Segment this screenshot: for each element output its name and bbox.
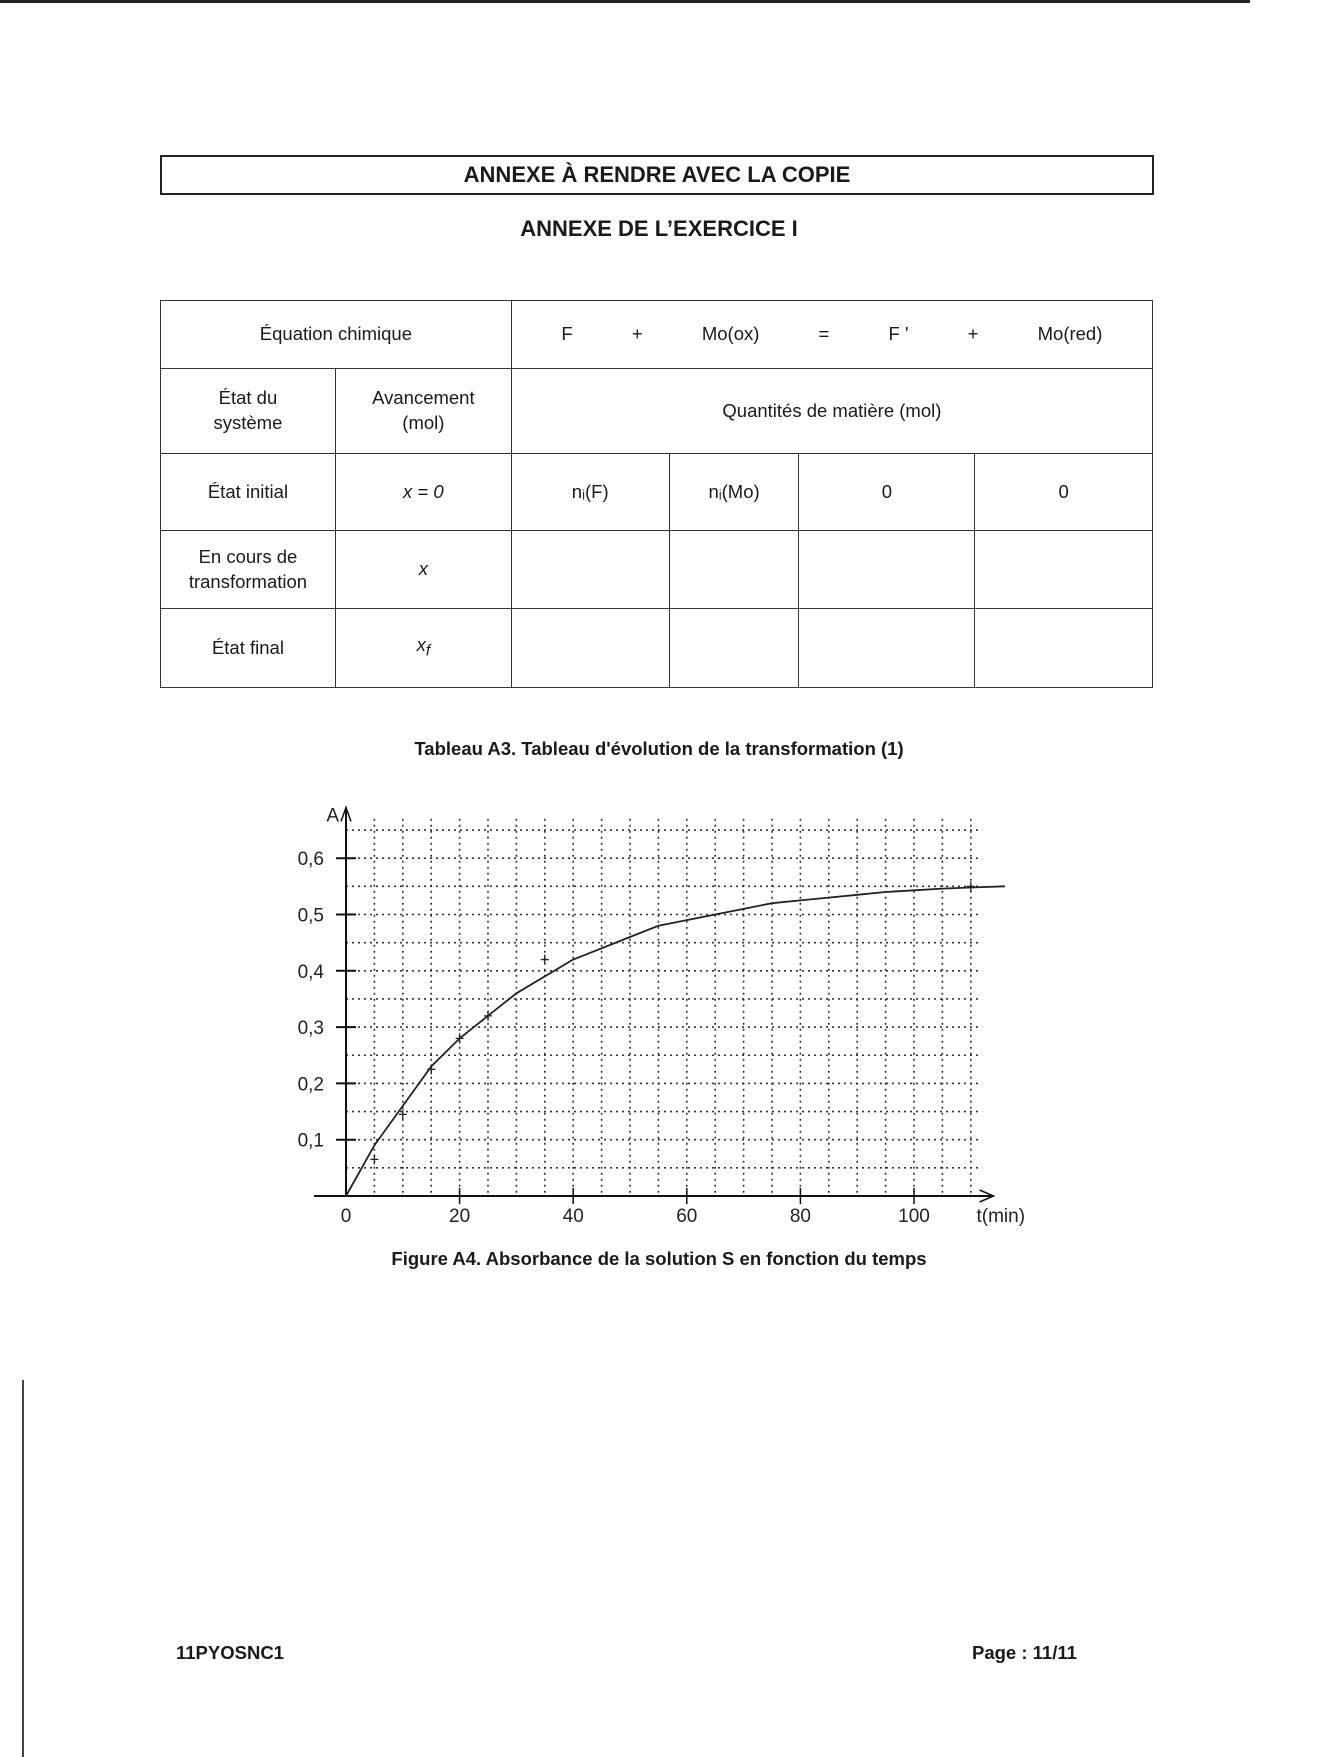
data-point — [455, 1033, 464, 1044]
quantity-cell — [974, 530, 1153, 609]
quantity-cell: 0 — [974, 453, 1153, 531]
eq-term: Mo(red) — [1037, 323, 1103, 345]
y-axis-arrow-icon — [340, 805, 352, 822]
equation-cell: F + Mo(ox) = F ' + Mo(red) — [510, 300, 1154, 369]
scan-border-left — [22, 1380, 24, 1757]
data-point — [398, 1109, 407, 1120]
advancement-header: Avancement (mol) — [334, 368, 512, 454]
x-axis-arrow-icon — [979, 1189, 996, 1203]
x-tick-label: 20 — [449, 1206, 470, 1227]
eq-term: Mo(ox) — [701, 323, 760, 345]
annex-title: ANNEXE À RENDRE AVEC LA COPIE — [160, 155, 1154, 195]
quantity-cell — [510, 608, 670, 688]
data-point — [966, 881, 975, 892]
advancement-cell: x — [334, 530, 512, 609]
y-axis-label: A — [326, 806, 339, 827]
advancement-value: x = 0 — [403, 480, 444, 502]
table-row: En cours de transformation x — [160, 530, 1153, 609]
x-tick-label: 0 — [341, 1206, 352, 1227]
annex-title-text: ANNEXE À RENDRE AVEC LA COPIE — [463, 162, 851, 187]
page-number: Page : 11/11 — [972, 1642, 1077, 1663]
y-tick-label: 0,3 — [298, 1018, 324, 1039]
equation-row: Équation chimique F + Mo(ox) = F ' + Mo(… — [160, 300, 1154, 369]
advancement-cell: xf — [334, 608, 512, 688]
equation-label: Équation chimique — [160, 300, 512, 369]
advancement-cell: x = 0 — [334, 453, 512, 531]
data-point — [370, 1154, 379, 1165]
state-text: En cours de transformation — [188, 545, 308, 592]
y-tick-label: 0,1 — [298, 1131, 324, 1152]
state-header-text: État du système — [213, 387, 283, 433]
table-row: État initial x = 0 nᵢ(F) nᵢ(Mo) 0 0 — [160, 453, 1153, 531]
eq-term: F ' — [888, 323, 909, 345]
x-tick-label: 60 — [676, 1206, 697, 1227]
eq-op: = — [818, 323, 830, 345]
eq-op: + — [967, 323, 979, 345]
data-point — [540, 954, 549, 965]
quantity-cell: nᵢ(F) — [510, 453, 670, 531]
eq-term: F — [561, 323, 573, 345]
figure-caption: Figure A4. Absorbance de la solution S e… — [391, 1248, 927, 1269]
eq-op: + — [631, 323, 643, 345]
quantity-cell — [668, 608, 800, 688]
absorbance-curve — [345, 885, 1005, 1197]
state-header: État du système — [160, 368, 336, 454]
table-caption: Tableau A3. Tableau d'évolution de la tr… — [414, 738, 904, 759]
x-tick-label: 40 — [563, 1206, 584, 1227]
exercise-title: ANNEXE DE L’EXERCICE I — [520, 216, 798, 241]
quantity-cell: 0 — [798, 453, 976, 531]
x-axis-label: t(min) — [976, 1206, 1025, 1227]
document-code: 11PYOSNC1 — [176, 1642, 284, 1663]
y-tick-label: 0,2 — [298, 1074, 324, 1095]
advancement-value: x — [418, 558, 428, 580]
x-tick-label: 100 — [898, 1206, 930, 1227]
advancement-value: xf — [416, 634, 431, 660]
evolution-table: Équation chimique F + Mo(ox) = F ' + Mo(… — [160, 300, 1154, 688]
y-tick-label: 0,5 — [298, 906, 324, 927]
x-tick-label: 80 — [790, 1206, 811, 1227]
y-tick-label: 0,6 — [298, 849, 324, 870]
table-row: État final xf — [160, 608, 1153, 688]
scan-border-top — [0, 0, 1250, 3]
y-tick-label: 0,4 — [298, 962, 325, 983]
quantity-cell — [798, 530, 976, 609]
state-cell: En cours de transformation — [160, 530, 336, 609]
quantity-cell — [668, 530, 800, 609]
state-cell: État final — [160, 608, 336, 688]
data-point — [484, 1010, 492, 1021]
advancement-header-text: Avancement (mol) — [372, 387, 475, 433]
quantity-cell — [974, 608, 1153, 688]
quantity-cell — [510, 530, 670, 609]
data-point — [427, 1064, 436, 1075]
